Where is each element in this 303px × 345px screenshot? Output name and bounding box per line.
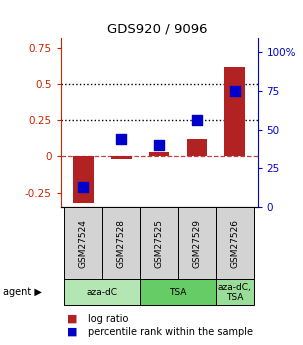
Bar	[149, 152, 169, 156]
Point	[157, 142, 161, 148]
Point	[81, 184, 86, 190]
Bar	[102, 207, 140, 279]
Bar	[64, 207, 102, 279]
Text: agent ▶: agent ▶	[3, 287, 42, 297]
Bar	[178, 207, 216, 279]
Point	[195, 118, 199, 123]
Bar	[73, 156, 94, 203]
Text: GSM27524: GSM27524	[79, 219, 88, 268]
Bar	[140, 279, 216, 305]
Text: GSM27526: GSM27526	[230, 219, 239, 268]
Text: GSM27528: GSM27528	[117, 219, 126, 268]
Bar	[216, 207, 254, 279]
Bar	[64, 279, 140, 305]
Text: GSM27529: GSM27529	[192, 219, 201, 268]
Text: log ratio: log ratio	[88, 314, 128, 324]
Bar	[216, 279, 254, 305]
Point	[232, 88, 237, 94]
Text: GDS920 / 9096: GDS920 / 9096	[107, 22, 208, 36]
Text: ■: ■	[67, 314, 77, 324]
Bar	[140, 207, 178, 279]
Text: TSA: TSA	[169, 288, 187, 297]
Text: aza-dC,
TSA: aza-dC, TSA	[218, 283, 252, 302]
Text: aza-dC: aza-dC	[87, 288, 118, 297]
Text: GSM27525: GSM27525	[155, 219, 164, 268]
Bar	[187, 139, 207, 156]
Point	[119, 136, 124, 142]
Bar	[225, 67, 245, 156]
Text: percentile rank within the sample: percentile rank within the sample	[88, 327, 253, 337]
Text: ■: ■	[67, 327, 77, 337]
Bar	[111, 156, 132, 159]
